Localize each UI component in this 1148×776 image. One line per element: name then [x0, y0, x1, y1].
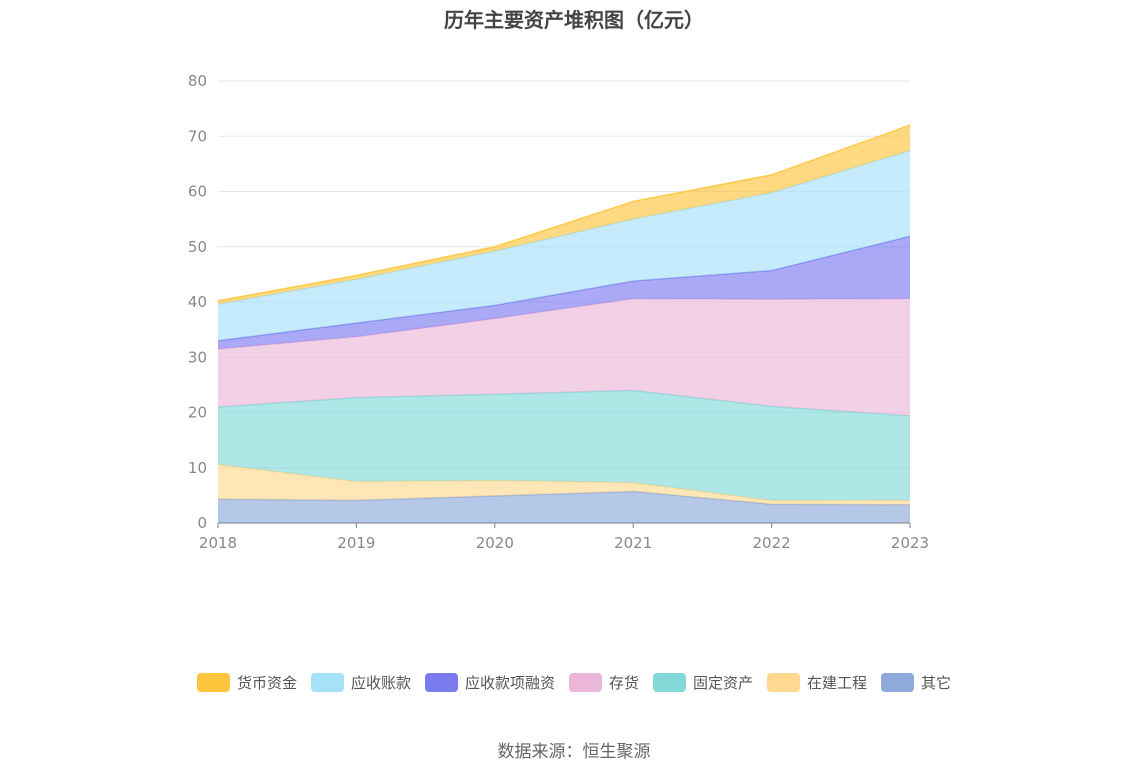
- legend-label: 应收账款: [350, 674, 411, 692]
- legend-item-3[interactable]: 存货: [568, 672, 639, 693]
- data-source: 数据来源：恒生聚源: [497, 742, 651, 762]
- x-tick-label-2018: 2018: [199, 534, 237, 552]
- x-tick-label-2020: 2020: [476, 534, 514, 552]
- legend-swatch: [881, 673, 915, 692]
- legend-swatch: [568, 673, 602, 692]
- area-line-6: [217, 124, 911, 302]
- legend-item-2[interactable]: 应收款项融资: [424, 672, 555, 693]
- area-series: [217, 124, 911, 523]
- x-tick-label-2019: 2019: [337, 534, 375, 552]
- area-series-3: [218, 298, 910, 416]
- legend-swatch: [653, 673, 686, 692]
- legend-label: 货币资金: [236, 674, 297, 692]
- x-tick-label-2023: 2023: [891, 534, 929, 552]
- axes: 0 10 20 30 40 50 60 70 80 2018 2019 2020 2021 2022 202…: [188, 72, 929, 552]
- area-series-4: [218, 236, 910, 349]
- chart-title: 历年主要资产堆积图（亿元）: [444, 8, 704, 32]
- y-tick-label-40: 40: [188, 293, 207, 311]
- y-tick-label-0: 0: [197, 514, 207, 532]
- legend-label: 应收款项融资: [464, 674, 555, 692]
- legend-item-4[interactable]: 固定资产: [653, 672, 753, 693]
- legend-swatch: [196, 673, 230, 692]
- legend-swatch: [424, 673, 458, 692]
- legend-swatch: [767, 673, 801, 692]
- y-tick-label-20: 20: [188, 404, 207, 422]
- y-tick-label-50: 50: [188, 238, 207, 256]
- y-tick-label-10: 10: [188, 459, 207, 477]
- y-tick-label-60: 60: [188, 183, 207, 201]
- x-tick-label-2022: 2022: [753, 534, 791, 552]
- area-series-1: [218, 464, 910, 505]
- y-tick-label-70: 70: [188, 127, 207, 145]
- legend-swatch: [310, 673, 344, 692]
- area-series-5: [218, 150, 910, 341]
- area-series-2: [218, 390, 910, 501]
- legend-item-1[interactable]: 应收账款: [310, 672, 411, 693]
- legend-item-0[interactable]: 货币资金: [196, 672, 297, 693]
- legend-label: 存货: [608, 674, 639, 692]
- y-tick-label-80: 80: [188, 72, 207, 90]
- x-tick-label-2021: 2021: [614, 534, 652, 552]
- legend-item-6[interactable]: 其它: [881, 672, 951, 693]
- legend-label: 其它: [921, 674, 952, 692]
- legend-label: 在建工程: [807, 674, 868, 692]
- legend-item-5[interactable]: 在建工程: [767, 672, 867, 693]
- y-tick-label-30: 30: [188, 348, 207, 366]
- legend: 货币资金 应收账款 应收款项融资 存货 固定资产 在建工程 其它: [0, 672, 1148, 693]
- legend-label: 固定资产: [693, 674, 754, 692]
